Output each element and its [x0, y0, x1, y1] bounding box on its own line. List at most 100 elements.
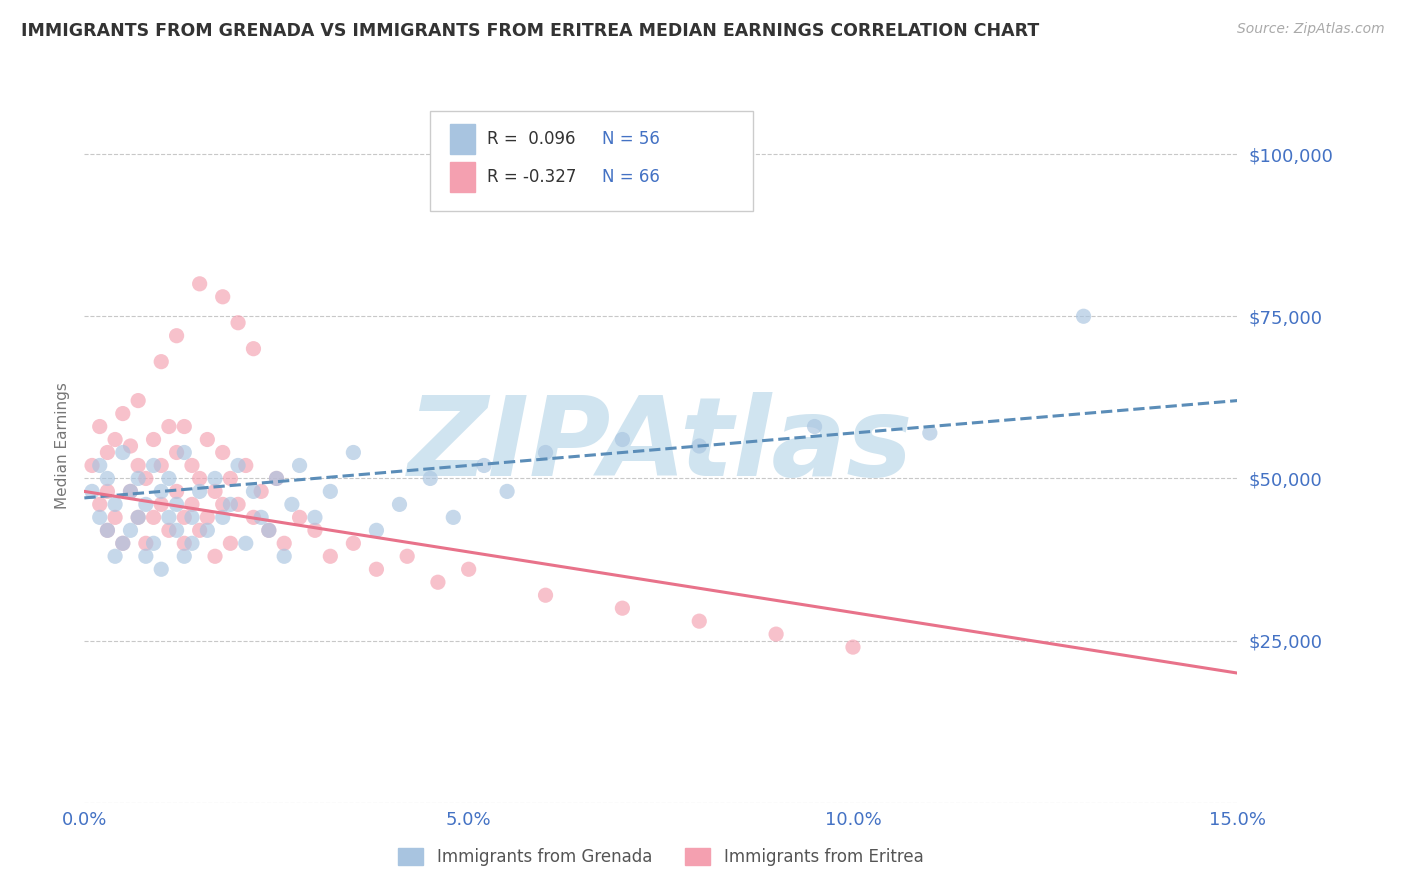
Point: [304, 524, 326, 538]
Point: [534, 445, 557, 459]
Point: [226, 497, 249, 511]
Point: [150, 484, 173, 499]
Text: R = -0.327: R = -0.327: [486, 168, 576, 186]
Point: [89, 458, 111, 473]
Point: [266, 471, 288, 485]
Point: [918, 425, 941, 440]
Point: [457, 562, 479, 576]
Point: [157, 510, 180, 524]
Point: [388, 497, 411, 511]
Point: [257, 524, 280, 538]
Point: [426, 575, 449, 590]
Point: [173, 445, 195, 459]
Point: [288, 510, 311, 524]
Point: [612, 433, 634, 447]
Point: [181, 458, 204, 473]
Legend: Immigrants from Grenada, Immigrants from Eritrea: Immigrants from Grenada, Immigrants from…: [392, 841, 929, 873]
Point: [135, 536, 157, 550]
Point: [104, 497, 127, 511]
Point: [150, 497, 173, 511]
Point: [166, 328, 188, 343]
Point: [195, 524, 218, 538]
Point: [688, 614, 710, 628]
Point: [135, 497, 157, 511]
Point: [273, 536, 295, 550]
Point: [150, 354, 173, 368]
Point: [127, 471, 149, 485]
Point: [120, 484, 142, 499]
Point: [104, 510, 127, 524]
Point: [842, 640, 865, 654]
Point: [242, 510, 264, 524]
Y-axis label: Median Earnings: Median Earnings: [55, 383, 70, 509]
Point: [304, 510, 326, 524]
Point: [688, 439, 710, 453]
Point: [235, 458, 257, 473]
Point: [1073, 310, 1095, 324]
Point: [127, 458, 149, 473]
Point: [803, 419, 825, 434]
Text: N = 66: N = 66: [602, 168, 659, 186]
Point: [80, 458, 103, 473]
Point: [235, 536, 257, 550]
Point: [142, 458, 165, 473]
Point: [89, 419, 111, 434]
Point: [534, 588, 557, 602]
Point: [104, 549, 127, 564]
Point: [142, 433, 165, 447]
Point: [226, 316, 249, 330]
Point: [142, 536, 165, 550]
Point: [157, 419, 180, 434]
Point: [173, 510, 195, 524]
Point: [96, 484, 118, 499]
Point: [111, 407, 134, 421]
Point: [288, 458, 311, 473]
Point: [472, 458, 495, 473]
Point: [273, 549, 295, 564]
Point: [111, 536, 134, 550]
Point: [441, 510, 464, 524]
Point: [195, 433, 218, 447]
Point: [127, 393, 149, 408]
Text: R =  0.096: R = 0.096: [486, 130, 575, 148]
Point: [181, 497, 204, 511]
Point: [111, 536, 134, 550]
Point: [111, 445, 134, 459]
Point: [342, 536, 364, 550]
Point: [120, 524, 142, 538]
Point: [250, 510, 273, 524]
Point: [173, 536, 195, 550]
Point: [319, 484, 342, 499]
Point: [166, 524, 188, 538]
Bar: [450, 162, 475, 192]
Point: [211, 290, 233, 304]
Point: [211, 510, 233, 524]
Point: [104, 433, 127, 447]
Point: [150, 458, 173, 473]
Point: [181, 510, 204, 524]
Point: [96, 524, 118, 538]
Point: [166, 484, 188, 499]
Point: [612, 601, 634, 615]
Point: [96, 524, 118, 538]
Point: [142, 510, 165, 524]
Point: [127, 510, 149, 524]
Point: [219, 536, 242, 550]
FancyBboxPatch shape: [430, 111, 754, 211]
Point: [150, 562, 173, 576]
Point: [135, 471, 157, 485]
Point: [204, 471, 226, 485]
Point: [120, 439, 142, 453]
Point: [80, 484, 103, 499]
Point: [211, 497, 233, 511]
Point: [366, 562, 388, 576]
Point: [188, 484, 211, 499]
Point: [166, 445, 188, 459]
Point: [135, 549, 157, 564]
Point: [219, 497, 242, 511]
Point: [366, 524, 388, 538]
Point: [226, 458, 249, 473]
Point: [281, 497, 304, 511]
Point: [250, 484, 273, 499]
Point: [188, 471, 211, 485]
